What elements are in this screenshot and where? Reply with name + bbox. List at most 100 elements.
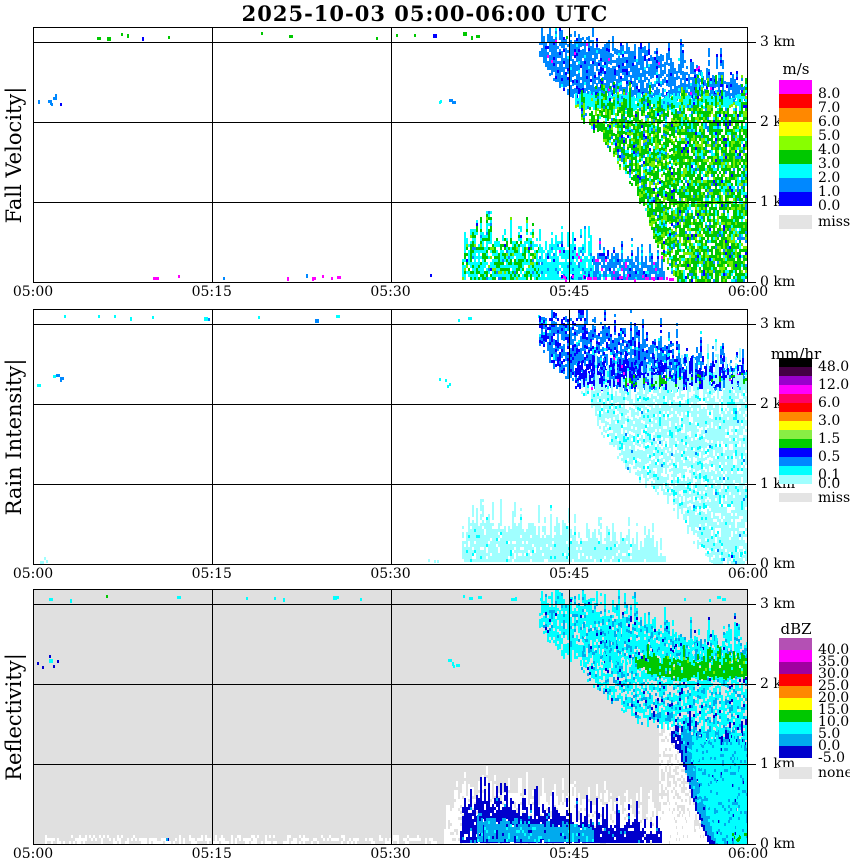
colorbar-value-label: 5.0 bbox=[818, 128, 841, 144]
colorbar-segment bbox=[779, 439, 812, 448]
colorbar-value-label: 7.0 bbox=[818, 100, 841, 116]
y-axis-title-fall-velocity: Fall Velocity| bbox=[0, 27, 32, 283]
figure-title: 2025-10-03 05:00-06:00 UTC bbox=[241, 1, 609, 26]
y-axis-title-text: Fall Velocity| bbox=[2, 86, 26, 224]
colorbar-segment bbox=[779, 164, 812, 178]
colorbar-segment bbox=[779, 358, 812, 367]
time-tick-label: 05:30 bbox=[370, 284, 411, 300]
colorbar-value-label: 35.0 bbox=[818, 654, 850, 670]
colorbar-segment bbox=[779, 94, 812, 108]
colorbar-value-label: 8.0 bbox=[818, 86, 841, 102]
height-tick-mark bbox=[748, 404, 756, 405]
colorbar-value-label: 12.0 bbox=[818, 377, 850, 393]
reflectivity-heatmap-canvas bbox=[33, 589, 748, 845]
time-tick-label: 05:00 bbox=[12, 846, 54, 862]
colorbar-value-label: 1.0 bbox=[818, 184, 841, 200]
colorbar-segment bbox=[779, 150, 812, 164]
colorbar-value-label: -5.0 bbox=[818, 750, 845, 766]
fall-velocity-heatmap-canvas bbox=[33, 27, 748, 283]
colorbar-segment bbox=[779, 367, 812, 376]
colorbar-segment bbox=[779, 674, 812, 686]
colorbar-missing-label: miss bbox=[818, 489, 850, 506]
colorbar-rain-intensity: mm/hr 48.0 12.0 6.0 3.0 1.5 0.5 0.1 0.0 miss bbox=[767, 340, 850, 810]
colorbar-segment bbox=[779, 376, 812, 385]
colorbar-value-label: 4.0 bbox=[818, 142, 841, 158]
time-tick-label: 06:00 bbox=[727, 284, 769, 300]
height-tick-label: 0 km bbox=[760, 556, 796, 572]
colorbar-value-label: 3.0 bbox=[818, 156, 841, 172]
time-tick-label: 05:45 bbox=[549, 846, 590, 862]
colorbar-segment bbox=[779, 650, 812, 662]
time-tick-label: 05:15 bbox=[191, 566, 232, 582]
panel-reflectivity: Reflectivity| 05:00 05:15 05:30 05:45 06:00 … bbox=[0, 589, 850, 864]
colorbar-segment bbox=[779, 108, 812, 122]
time-tick-label: 05:15 bbox=[191, 846, 232, 862]
time-tick-label: 06:00 bbox=[727, 566, 769, 582]
height-tick-mark bbox=[748, 324, 756, 325]
colorbar-segment bbox=[779, 192, 812, 206]
colorbar-value-label: 40.0 bbox=[818, 642, 850, 658]
colorbar-missing-label: none bbox=[818, 765, 850, 781]
colorbar-value-label: 15.0 bbox=[818, 702, 850, 718]
colorbar-segment bbox=[779, 421, 812, 430]
colorbar-segment bbox=[779, 686, 812, 698]
colorbar-missing-swatch bbox=[779, 767, 812, 779]
y-axis-title-reflectivity: Reflectivity| bbox=[0, 589, 32, 845]
colorbar-value-label: 6.0 bbox=[818, 395, 841, 411]
colorbar-segment bbox=[779, 403, 812, 412]
colorbar-segment bbox=[779, 412, 812, 421]
colorbar-segment bbox=[779, 662, 812, 674]
height-tick-mark bbox=[748, 604, 756, 605]
height-tick-mark bbox=[748, 42, 756, 43]
colorbar-segment bbox=[779, 136, 812, 150]
colorbar-value-label: 2.0 bbox=[818, 170, 841, 186]
height-tick-label: 0 km bbox=[760, 836, 796, 852]
colorbar-fall-velocity: m/s 8.0 7.0 6.0 5.0 4.0 3.0 2.0 1.0 0.0 miss bbox=[767, 55, 850, 525]
colorbar-reflectivity: dBZ 40.0 35.0 30.0 25.0 20.0 15.0 10.0 5.0 0.0 -5… bbox=[767, 615, 850, 868]
height-tick-mark bbox=[748, 684, 756, 685]
colorbar-missing-label: miss bbox=[818, 214, 850, 230]
height-tick-label: 3 km bbox=[760, 34, 796, 50]
y-axis-title-text: Rain Intensity| bbox=[2, 358, 26, 516]
colorbar-value-label: 3.0 bbox=[818, 413, 841, 429]
y-axis-title-text: Reflectivity| bbox=[2, 653, 26, 781]
height-tick-mark bbox=[748, 202, 756, 203]
colorbar-value-label: 0.0 bbox=[818, 738, 841, 754]
colorbar-value-label: 25.0 bbox=[818, 678, 850, 694]
colorbar-missing-swatch bbox=[779, 215, 812, 229]
time-tick-label: 05:00 bbox=[12, 566, 54, 582]
colorbar-value-label: 10.0 bbox=[818, 714, 850, 730]
colorbar-value-label: 0.1 bbox=[818, 467, 841, 483]
colorbar-segment bbox=[779, 710, 812, 722]
height-tick-mark bbox=[748, 282, 756, 283]
time-tick-label: 05:45 bbox=[549, 284, 590, 300]
panel-rain-intensity: Rain Intensity| 05:00 05:15 05:30 05:45 06:0… bbox=[0, 309, 850, 584]
colorbar-value-label: 30.0 bbox=[818, 666, 850, 682]
height-tick-label: 0 km bbox=[760, 274, 796, 290]
colorbar-segment bbox=[779, 448, 812, 457]
height-tick-label: 3 km bbox=[760, 316, 796, 332]
colorbar-value-label: 0.5 bbox=[818, 449, 841, 465]
colorbar-segment bbox=[779, 80, 812, 94]
colorbar-segment bbox=[779, 430, 812, 439]
time-tick-label: 05:30 bbox=[370, 846, 411, 862]
y-axis-title-rain-intensity: Rain Intensity| bbox=[0, 309, 32, 565]
height-tick-mark bbox=[748, 844, 756, 845]
height-tick-mark bbox=[748, 484, 756, 485]
colorbar-segment bbox=[779, 394, 812, 403]
colorbar-segment bbox=[779, 178, 812, 192]
colorbar-value-label: 5.0 bbox=[818, 726, 841, 742]
colorbar-segment bbox=[779, 746, 812, 758]
time-tick-label: 05:00 bbox=[12, 284, 54, 300]
colorbar-value-label: 20.0 bbox=[818, 690, 850, 706]
time-tick-label: 06:00 bbox=[727, 846, 769, 862]
colorbar-value-label: 6.0 bbox=[818, 114, 841, 130]
colorbar-segment bbox=[779, 638, 812, 650]
colorbar-value-label: 48.0 bbox=[818, 359, 850, 375]
colorbar-segment bbox=[779, 734, 812, 746]
colorbar-segment bbox=[779, 466, 812, 475]
panel-fall-velocity: Fall Velocity| 05:00 05:15 05:30 05:45 06:00… bbox=[0, 27, 850, 302]
colorbar-value-label: 1.5 bbox=[818, 431, 841, 447]
time-tick-label: 05:15 bbox=[191, 284, 232, 300]
colorbar-value-label: 0.0 bbox=[818, 198, 841, 214]
